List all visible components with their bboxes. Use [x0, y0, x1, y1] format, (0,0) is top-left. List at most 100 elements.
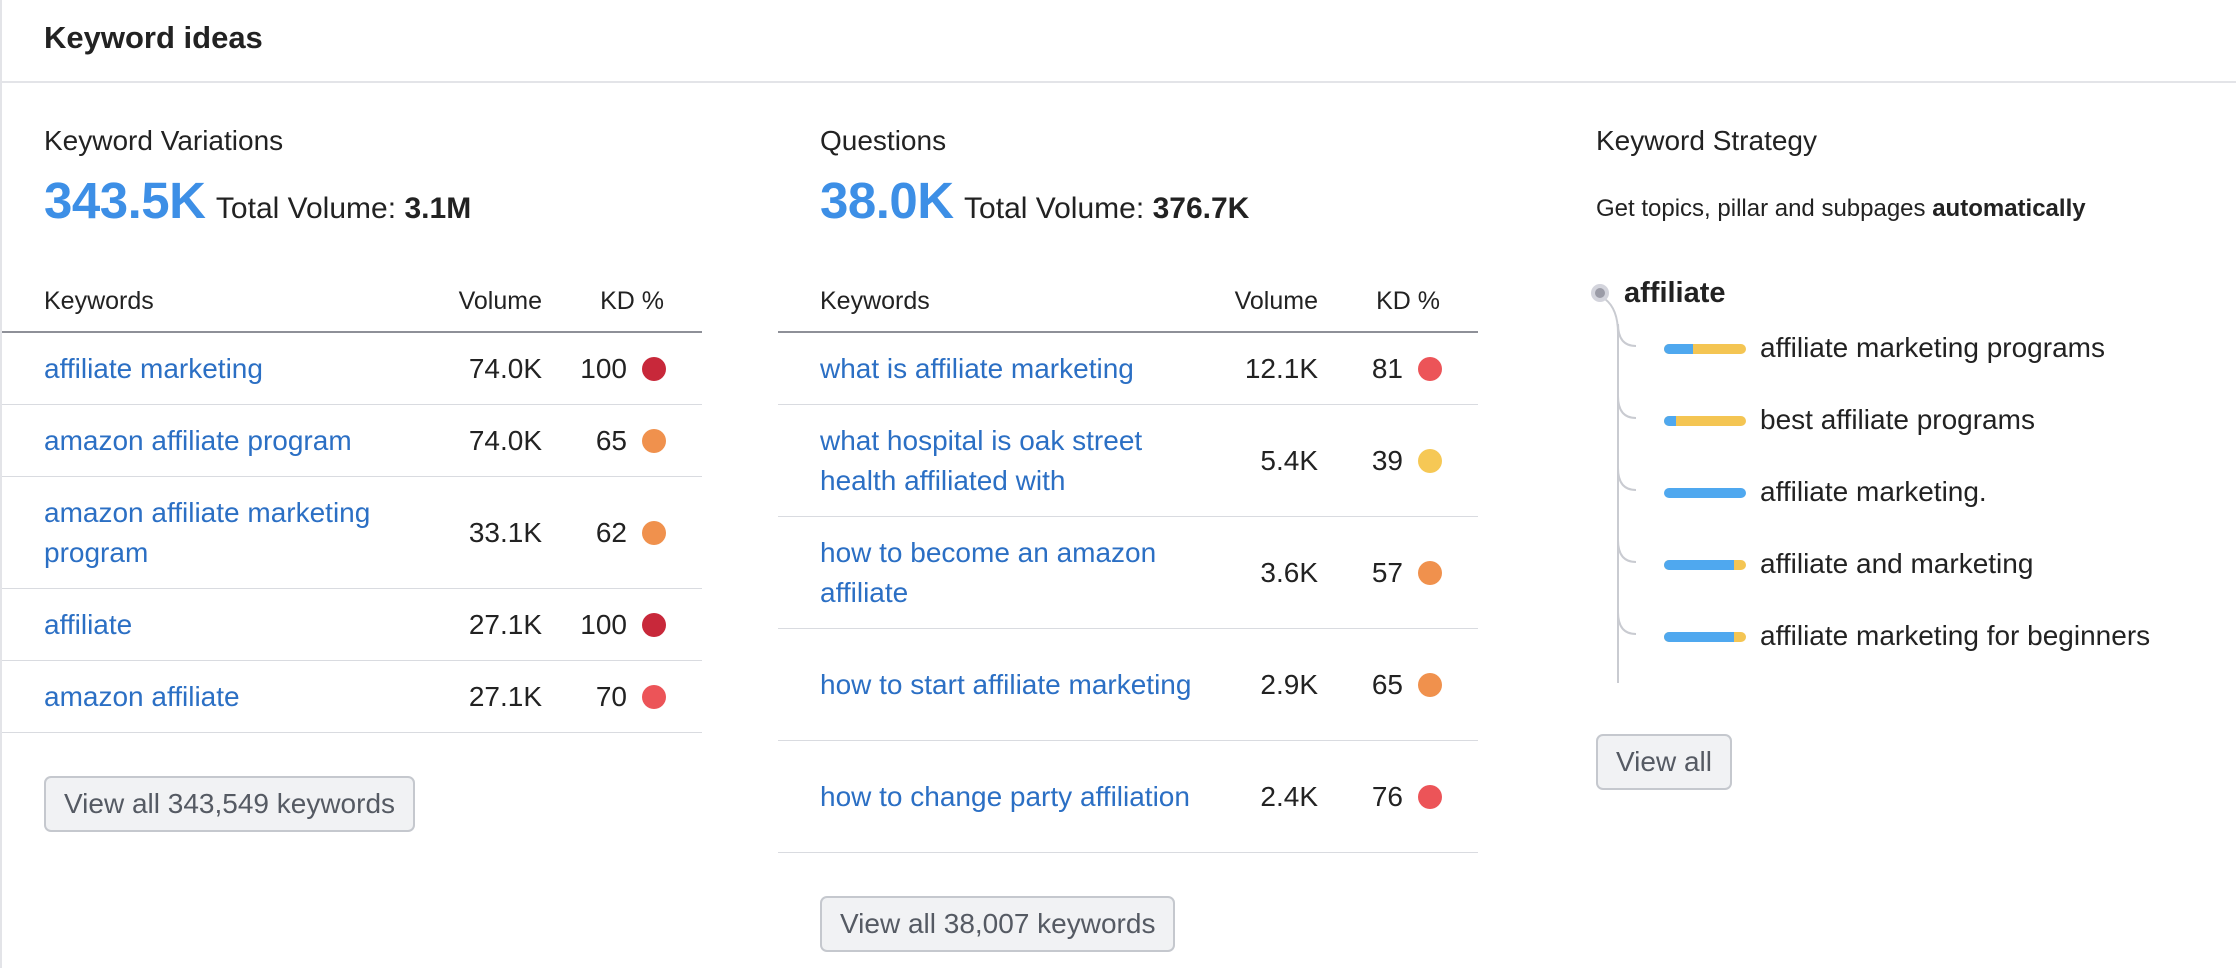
strength-bar-fill: [1664, 560, 1734, 570]
strategy-description-text: Get topics, pillar and subpages: [1596, 195, 1933, 222]
root-keyword[interactable]: affiliate: [1624, 277, 1726, 309]
keyword-volume: 27.1K: [468, 680, 542, 712]
questions-total-label: Total Volume:: [964, 192, 1145, 225]
table-row: affiliate marketing 74.0K 100: [2, 333, 702, 405]
column-header-volume: Volume: [458, 287, 542, 315]
view-all-strategy-button[interactable]: View all: [1596, 734, 1732, 790]
table-row: how to change party affiliation 2.4K 76: [778, 741, 1478, 853]
keyword-strength-bar: [1664, 560, 1746, 570]
questions-summary: 38.0K Total Volume: 376.7K: [820, 171, 1249, 230]
view-all-questions-button[interactable]: View all 38,007 keywords: [820, 896, 1176, 952]
kd-indicator-dot: [642, 612, 666, 637]
keyword-volume: 3.6K: [1260, 556, 1318, 588]
column-header-kd: KD %: [600, 287, 664, 315]
table-row: amazon affiliate 27.1K 70: [2, 661, 702, 733]
view-all-variations-button[interactable]: View all 343,549 keywords: [44, 776, 416, 832]
subtopic-label[interactable]: affiliate marketing programs: [1760, 332, 2105, 363]
card-title: Keyword ideas: [44, 20, 263, 55]
variations-table-header: Keywords Volume KD %: [2, 271, 702, 333]
strength-bar-fill: [1664, 488, 1746, 498]
kd-indicator-dot: [642, 684, 666, 709]
keyword-difficulty: 39: [1371, 444, 1403, 476]
tree-connector-lines: [1604, 298, 1637, 683]
strength-bar-fill: [1664, 344, 1693, 354]
keyword-difficulty: 65: [1371, 668, 1403, 700]
questions-title: Questions: [820, 125, 947, 156]
strategy-title: Keyword Strategy: [1596, 125, 1817, 156]
strategy-description: Get topics, pillar and subpages automati…: [1596, 195, 2086, 223]
keyword-link[interactable]: how to become an amazon affiliate: [820, 536, 1157, 608]
keyword-volume: 27.1K: [468, 608, 542, 640]
table-row: what is affiliate marketing 12.1K 81: [778, 333, 1478, 405]
tree-branch-line: [1617, 539, 1637, 563]
subtopic-label[interactable]: affiliate marketing.: [1760, 476, 1987, 507]
strength-bar-fill: [1664, 632, 1734, 642]
subtopic-label[interactable]: affiliate marketing for beginners: [1760, 620, 2151, 651]
keyword-link[interactable]: what hospital is oak street health affil…: [820, 424, 1143, 496]
keyword-difficulty: 57: [1371, 556, 1403, 588]
root-node-dot: [1591, 284, 1609, 302]
kd-indicator-dot: [1418, 356, 1442, 381]
variations-total-label: Total Volume:: [215, 192, 397, 225]
keyword-link[interactable]: amazon affiliate program: [44, 424, 352, 456]
questions-table-header: Keywords Volume KD %: [778, 271, 1478, 333]
keyword-link[interactable]: affiliate marketing: [44, 352, 263, 384]
keyword-difficulty: 100: [580, 608, 627, 640]
keyword-difficulty: 100: [580, 352, 627, 384]
column-header-kd: KD %: [1376, 287, 1440, 315]
keyword-link[interactable]: how to start affiliate marketing: [820, 668, 1192, 700]
keyword-volume: 74.0K: [468, 352, 542, 384]
variations-table: Keywords Volume KD % affiliate marketing…: [2, 271, 702, 733]
subtopic-label[interactable]: best affiliate programs: [1760, 404, 2035, 435]
strength-bar-fill: [1664, 416, 1677, 426]
questions-total-value: 376.7K: [1152, 192, 1250, 225]
questions-table: Keywords Volume KD % what is affiliate m…: [778, 271, 1478, 853]
questions-count: 38.0K: [820, 172, 954, 229]
tree-branch-line: [1617, 611, 1637, 635]
variations-title: Keyword Variations: [44, 125, 284, 156]
kd-indicator-dot: [1418, 560, 1442, 585]
keyword-strategy-tree: affiliate affiliate marketing programs be…: [1554, 83, 2236, 683]
table-row: affiliate 27.1K 100: [2, 589, 702, 661]
strategy-description-emphasis: automatically: [1932, 195, 2086, 222]
variations-total-value: 3.1M: [404, 192, 472, 225]
keyword-link[interactable]: what is affiliate marketing: [820, 352, 1134, 384]
keyword-link[interactable]: affiliate: [44, 608, 133, 640]
keyword-volume: 5.4K: [1260, 444, 1318, 476]
keyword-volume: 33.1K: [468, 516, 542, 548]
keyword-difficulty: 62: [595, 516, 627, 548]
keyword-strength-bar: [1664, 488, 1746, 498]
keyword-strength-bar: [1664, 344, 1746, 354]
keyword-difficulty: 65: [595, 424, 627, 456]
variations-summary: 343.5K Total Volume: 3.1M: [44, 171, 471, 230]
table-row: amazon affiliate marketing program 33.1K…: [2, 477, 702, 589]
keyword-volume: 74.0K: [468, 424, 542, 456]
keyword-volume: 2.4K: [1260, 780, 1318, 812]
keyword-link[interactable]: how to change party affiliation: [820, 780, 1190, 812]
variations-count: 343.5K: [44, 172, 206, 229]
table-row: how to become an amazon affiliate 3.6K 5…: [778, 517, 1478, 629]
keyword-strength-bar: [1664, 632, 1746, 642]
kd-indicator-dot: [642, 428, 666, 453]
keyword-volume: 2.9K: [1260, 668, 1318, 700]
keyword-volume: 12.1K: [1244, 352, 1318, 384]
tree-trunk-line: [1604, 298, 1619, 683]
table-row: amazon affiliate program 74.0K 65: [2, 405, 702, 477]
keyword-difficulty: 76: [1371, 780, 1403, 812]
tree-branch-line: [1617, 467, 1637, 491]
column-header-keywords: Keywords: [44, 287, 154, 315]
column-header-volume: Volume: [1234, 287, 1318, 315]
subtopic-label[interactable]: affiliate and marketing: [1760, 548, 2034, 579]
card-header: Keyword ideas: [2, 0, 2236, 83]
kd-indicator-dot: [642, 356, 666, 381]
column-header-keywords: Keywords: [820, 287, 930, 315]
kd-indicator-dot: [1418, 672, 1442, 697]
keyword-strength-bar: [1664, 416, 1746, 426]
keyword-link[interactable]: amazon affiliate marketing program: [44, 496, 371, 568]
kd-indicator-dot: [642, 520, 666, 545]
keyword-difficulty: 70: [595, 680, 627, 712]
tree-branch-line: [1617, 323, 1637, 347]
keyword-difficulty: 81: [1371, 352, 1403, 384]
keyword-link[interactable]: amazon affiliate: [44, 680, 240, 712]
